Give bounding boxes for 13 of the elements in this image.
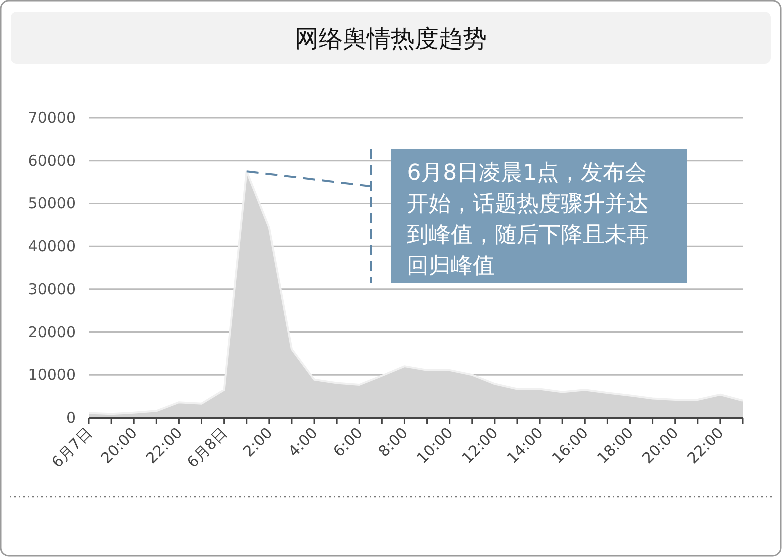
y-tick-label: 40000 — [28, 238, 76, 256]
y-tick-label: 60000 — [28, 152, 76, 170]
y-tick-label: 10000 — [28, 366, 76, 384]
x-tick-label: 6月8日 — [184, 424, 232, 472]
y-tick-label: 30000 — [28, 280, 76, 298]
title: 网络舆情热度趋势 — [295, 25, 487, 53]
annotation: 6月8日凌晨1点，发布会开始，话题热度骤升并达到峰值，随后下降且未再回归峰值 — [407, 161, 650, 279]
x-tick-label: 6月7日 — [48, 424, 96, 472]
y-tick-label: 20000 — [28, 323, 76, 342]
annotation: 6月8日凌晨1点，发布会开始，话题热度骤升并达到峰值，随后下降且未再回归峰值 — [391, 149, 688, 283]
y-tick-label: 50000 — [28, 194, 76, 213]
y-tick-label: 70000 — [28, 109, 76, 127]
y-tick-label: 0 — [66, 409, 76, 427]
